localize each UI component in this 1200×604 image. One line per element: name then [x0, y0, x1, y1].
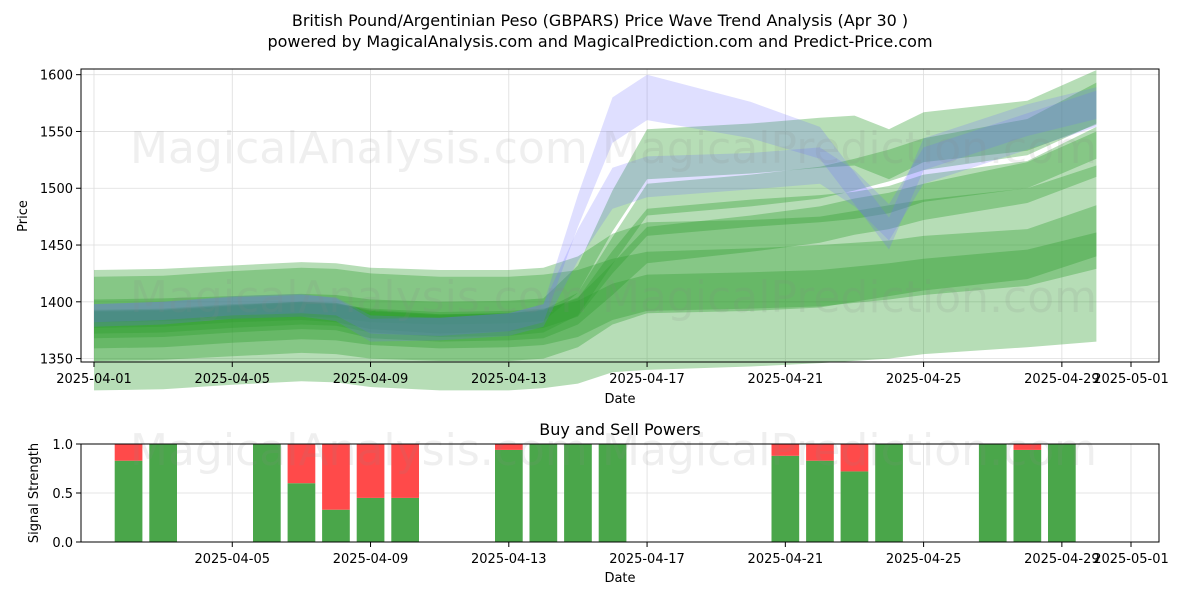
watermark-analysis: MagicalAnalysis.com [130, 123, 588, 174]
price-y-tick-label-1: 1400 [40, 296, 73, 311]
chart-title-line2: powered by MagicalAnalysis.com and Magic… [267, 32, 932, 51]
buy-bar-7 [495, 449, 523, 542]
price-x-axis-label: Date [604, 392, 635, 407]
buy-bar-5 [356, 497, 385, 542]
buy-sell-title: Buy and Sell Powers [539, 420, 701, 439]
signal-x-tick-label-6: 2025-04-29 [1024, 552, 1100, 567]
signal-bars [114, 444, 1076, 542]
signal-x-axis-label: Date [604, 571, 635, 586]
price-band-4 [94, 232, 1097, 349]
watermark-prediction-3: MagicalPrediction.com [602, 425, 1097, 476]
price-band-3 [94, 165, 1097, 361]
price-band-2 [94, 82, 1097, 337]
buy-bar-3 [287, 483, 316, 542]
buy-bar-13 [840, 471, 869, 542]
price-x-tick-label-2: 2025-04-09 [333, 372, 409, 387]
price-band-5 [94, 205, 1097, 391]
price-y-tick-label-4: 1550 [40, 125, 73, 140]
price-y-axis-label: Price [16, 200, 31, 232]
signal-y-tick-label-1: 0.5 [52, 487, 73, 502]
signal-watermarks: MagicalAnalysis.com MagicalPrediction.co… [130, 425, 1097, 476]
signal-x-ticks: 2025-04-05 2025-04-09 2025-04-13 2025-04-17… [194, 542, 1169, 567]
buy-bar-14 [875, 444, 903, 542]
signal-y-axis-label: Signal Strength [27, 443, 42, 543]
buy-bar-11 [771, 455, 800, 542]
signal-x-tick-label-0: 2025-04-05 [194, 552, 270, 567]
price-band-8 [94, 90, 1097, 342]
buy-bar-12 [806, 460, 834, 542]
signal-x-tick-label-3: 2025-04-17 [609, 552, 685, 567]
watermark-prediction: MagicalPrediction.com [602, 123, 1097, 174]
buy-bar-4 [322, 509, 350, 542]
signal-x-tick-label-5: 2025-04-25 [886, 552, 962, 567]
buy-bar-10 [598, 444, 627, 542]
price-x-tick-label-5: 2025-04-21 [748, 372, 824, 387]
buy-bar-15 [978, 444, 1007, 542]
signal-y-tick-label-0: 0.0 [52, 536, 73, 551]
price-y-ticks: 1350 1400 1450 1500 1550 1600 [40, 69, 81, 368]
buy-bar-0 [114, 460, 143, 542]
signal-x-tick-label-4: 2025-04-21 [748, 552, 824, 567]
price-y-tick-label-5: 1600 [40, 69, 73, 84]
watermark-analysis-2: MagicalAnalysis.com [130, 272, 588, 323]
sell-bar-7 [495, 444, 523, 450]
price-band-6 [94, 70, 1097, 325]
signal-x-tick-label-1: 2025-04-09 [333, 552, 409, 567]
watermark-prediction-2: MagicalPrediction.com [602, 272, 1097, 323]
price-x-tick-label-8: 2025-05-01 [1093, 372, 1169, 387]
sell-bar-3 [287, 444, 316, 484]
price-watermarks: MagicalAnalysis.com MagicalPrediction.co… [130, 123, 1097, 323]
price-y-tick-label-3: 1500 [40, 182, 73, 197]
sell-bar-13 [840, 444, 869, 472]
chart-title-line1: British Pound/Argentinian Peso (GBPARS) … [292, 11, 908, 30]
buy-bar-2 [253, 444, 281, 542]
buy-bar-6 [391, 497, 419, 542]
buy-sell-chart: Buy and Sell Powers MagicalAnalysis.com … [27, 420, 1169, 586]
signal-y-ticks: 0.0 0.5 1.0 [52, 438, 81, 551]
sell-bar-12 [806, 444, 834, 461]
price-x-ticks: 2025-04-01 2025-04-05 2025-04-09 2025-04-13… [56, 362, 1169, 387]
price-bands [94, 70, 1097, 391]
price-x-tick-label-1: 2025-04-05 [194, 372, 270, 387]
price-band-7 [94, 74, 1097, 336]
price-x-tick-label-7: 2025-04-29 [1024, 372, 1100, 387]
watermark-analysis-3: MagicalAnalysis.com [130, 425, 588, 476]
signal-x-tick-label-7: 2025-05-01 [1093, 552, 1169, 567]
price-wave-chart: MagicalAnalysis.com MagicalPrediction.co… [16, 68, 1169, 407]
buy-bar-16 [1013, 449, 1042, 542]
price-plot-frame [80, 68, 1160, 363]
price-y-tick-label-0: 1350 [40, 353, 73, 368]
signal-y-tick-label-2: 1.0 [52, 438, 73, 453]
sell-bar-0 [114, 444, 143, 461]
buy-bar-9 [564, 444, 592, 542]
price-band-0 [94, 126, 1097, 334]
sell-bar-6 [391, 444, 419, 498]
price-x-tick-label-4: 2025-04-17 [609, 372, 685, 387]
buy-bar-1 [149, 444, 177, 542]
price-x-tick-label-3: 2025-04-13 [471, 372, 547, 387]
price-x-tick-label-6: 2025-04-25 [886, 372, 962, 387]
sell-bar-11 [771, 444, 800, 456]
price-grid [81, 69, 1159, 362]
sell-bar-4 [322, 444, 350, 510]
sell-bar-5 [356, 444, 385, 498]
buy-bar-17 [1048, 444, 1076, 542]
price-y-tick-label-2: 1450 [40, 239, 73, 254]
price-x-tick-label-0: 2025-04-01 [56, 372, 132, 387]
signal-x-tick-label-2: 2025-04-13 [471, 552, 547, 567]
sell-bar-16 [1013, 444, 1042, 450]
buy-bar-8 [529, 444, 558, 542]
price-band-1 [94, 131, 1097, 342]
